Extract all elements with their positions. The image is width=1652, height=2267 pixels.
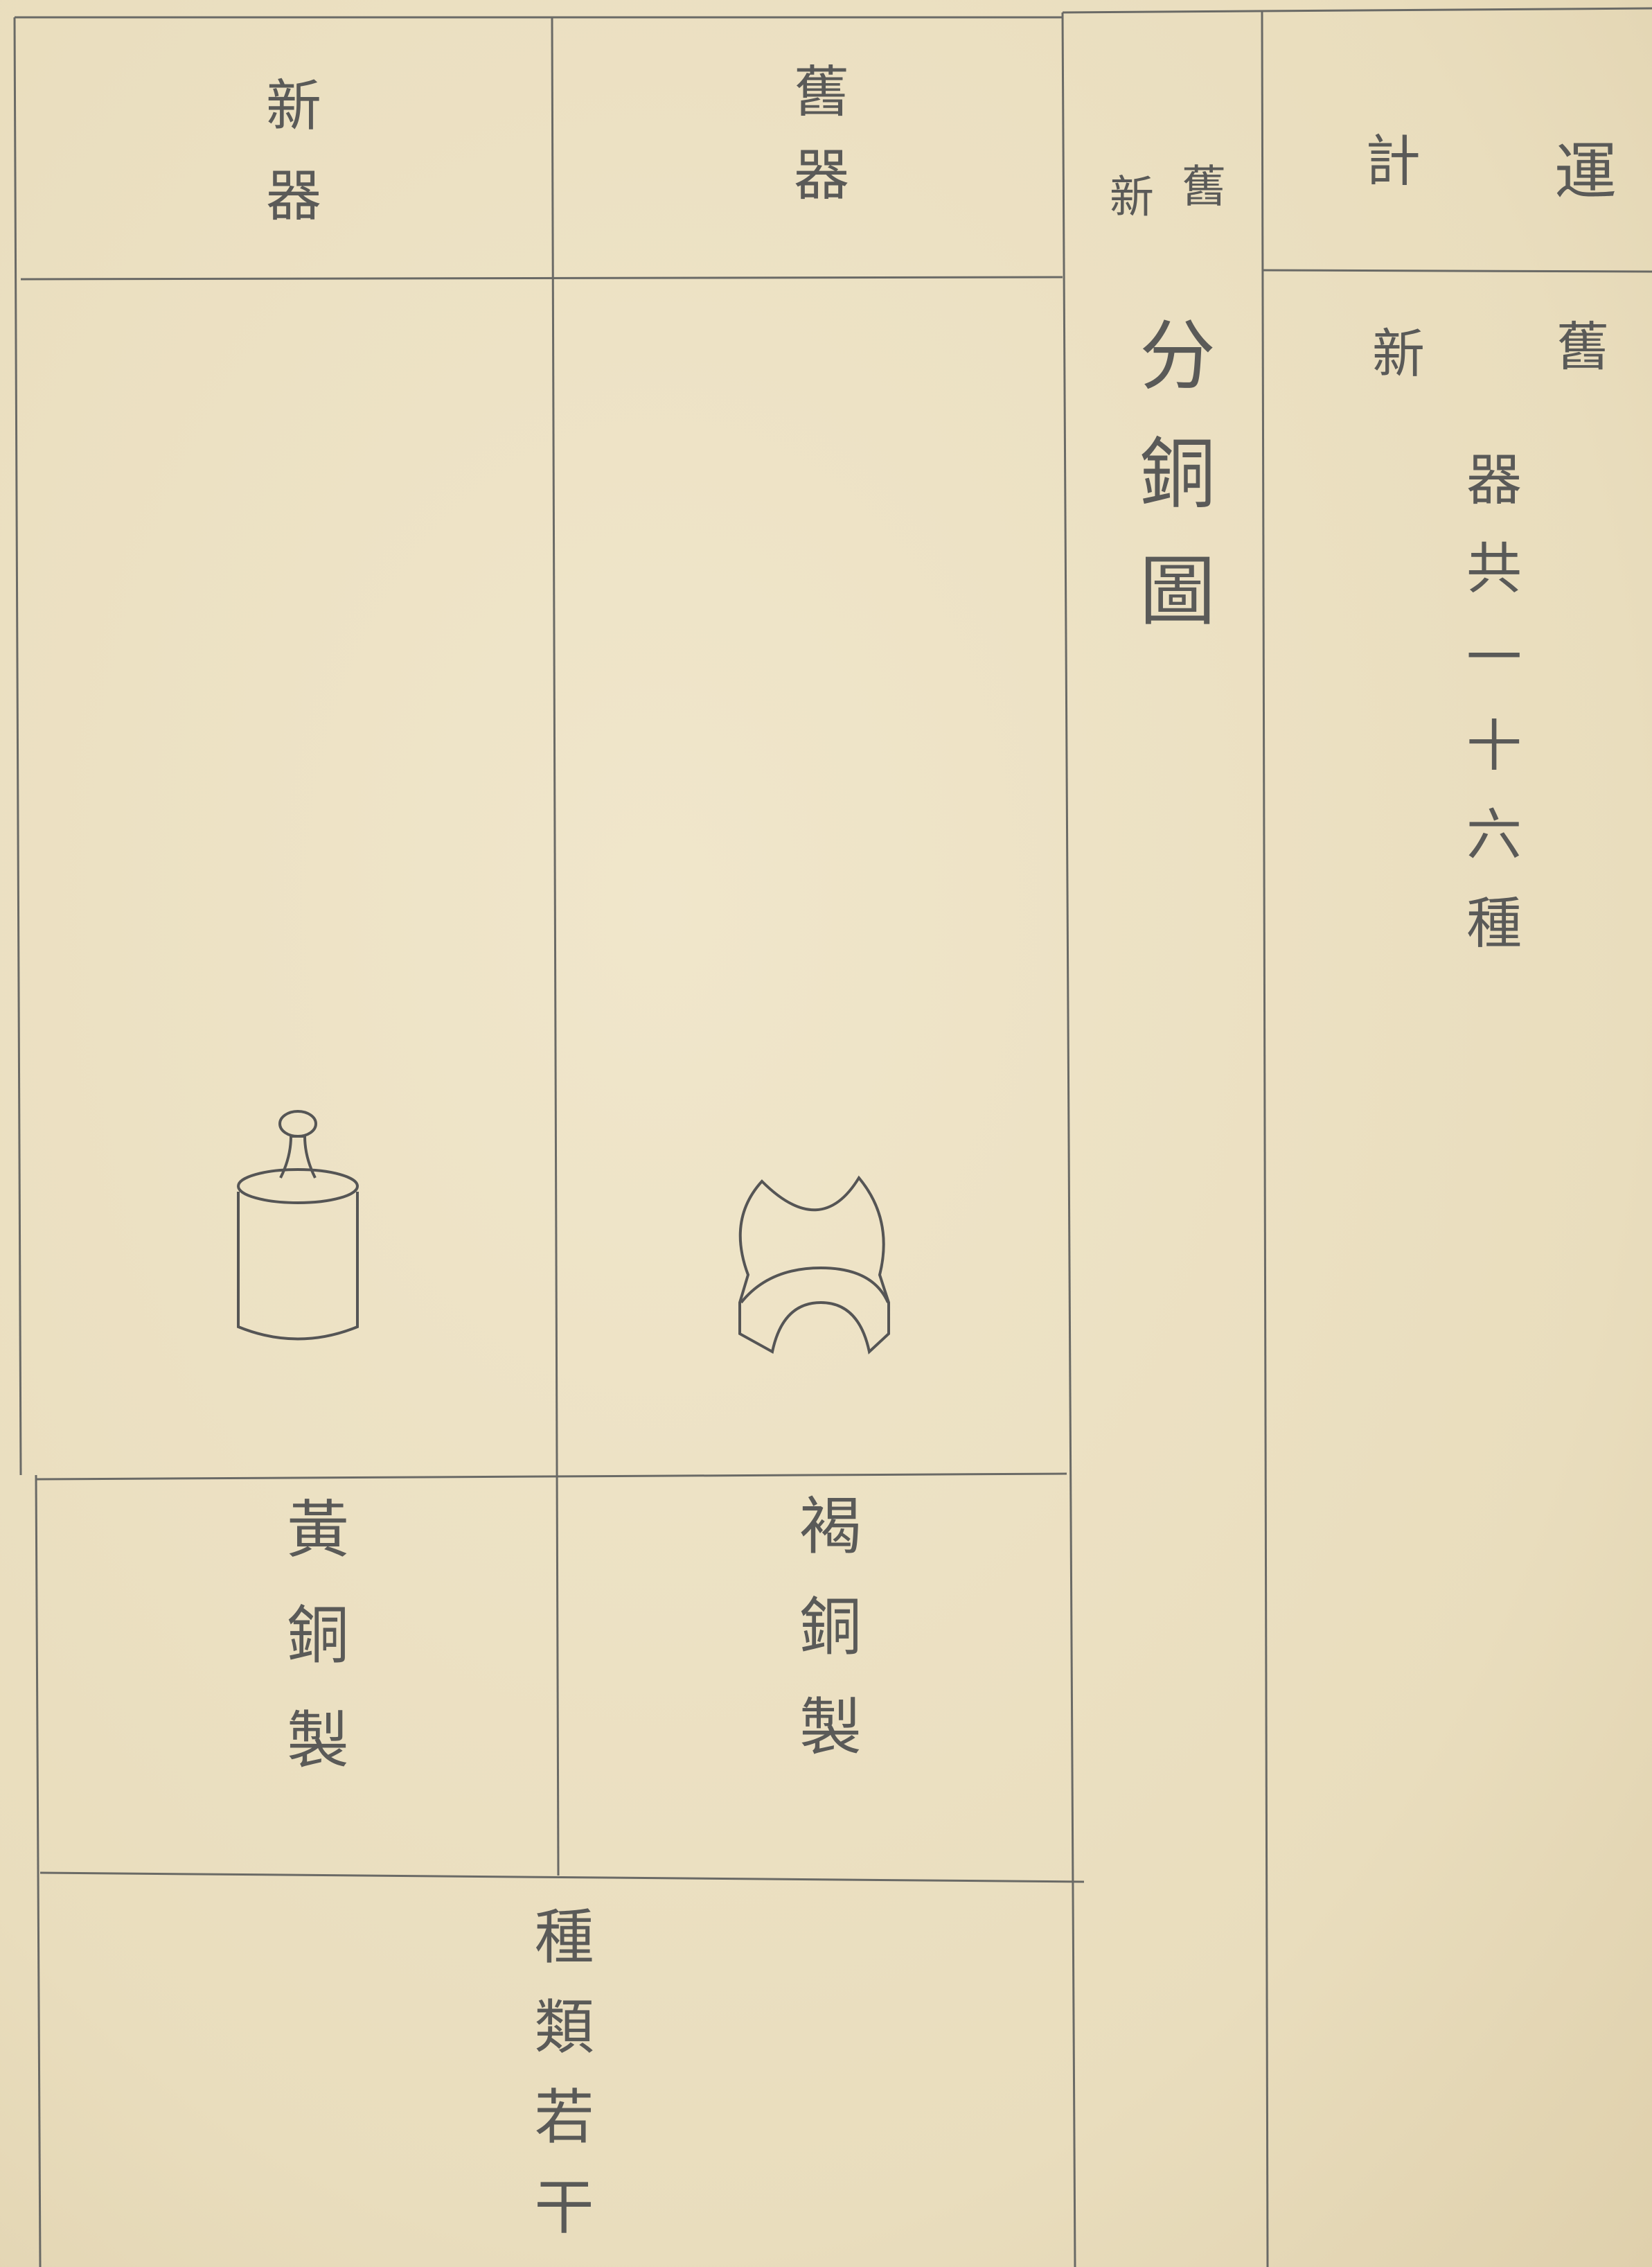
rule	[1261, 269, 1652, 273]
title-note: 新	[1102, 173, 1153, 218]
summary-text: 器共一十六種	[1457, 450, 1522, 982]
column-heading: 新器	[257, 76, 321, 256]
summary-note: 舊	[1547, 319, 1609, 371]
brass-weight-drawing	[237, 1110, 359, 1341]
footer-note: 種類若干	[524, 1905, 593, 2266]
summary-note: 新	[1363, 326, 1425, 378]
rule	[13, 17, 22, 1476]
old-weight-drawing	[738, 1175, 890, 1355]
material-label: 褐銅製	[788, 1493, 861, 1794]
summary-heading: 運	[1543, 139, 1616, 201]
rule	[551, 17, 560, 1876]
title-note: 舊	[1174, 163, 1225, 207]
rule	[20, 276, 1063, 281]
rule	[35, 1472, 1067, 1481]
rule	[1061, 12, 1076, 2267]
column-heading: 舊器	[785, 62, 849, 229]
summary-heading: 計	[1356, 132, 1421, 187]
rule	[1062, 7, 1652, 14]
rule	[35, 1474, 42, 2267]
rule	[1261, 10, 1269, 2267]
rule	[39, 1871, 1085, 1883]
title: 分銅圖	[1126, 315, 1215, 669]
material-label: 黃銅製	[276, 1497, 348, 1812]
